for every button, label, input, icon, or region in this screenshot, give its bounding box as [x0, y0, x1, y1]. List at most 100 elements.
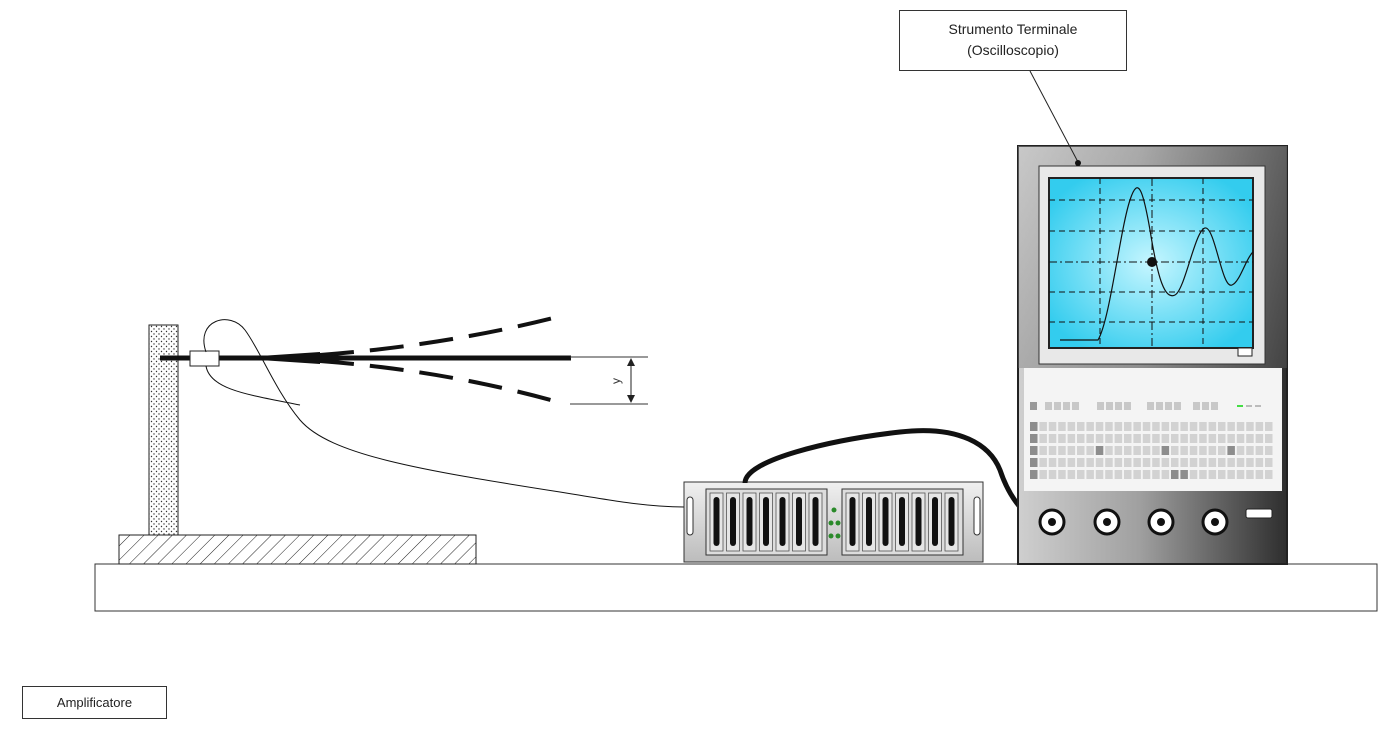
panel-key — [1030, 402, 1037, 410]
amplifier-slot — [915, 497, 922, 546]
panel-key — [1152, 470, 1160, 479]
sensor-wire — [203, 319, 685, 508]
panel-key — [1077, 446, 1085, 455]
panel-key — [1199, 434, 1207, 443]
panel-key — [1165, 402, 1172, 410]
panel-key — [1067, 470, 1076, 479]
oscilloscope-label: Strumento Terminale (Oscilloscopio) — [899, 10, 1127, 71]
panel-key — [1171, 458, 1179, 467]
panel-key — [1039, 458, 1047, 467]
panel-key — [1095, 458, 1104, 467]
panel-key — [1218, 434, 1226, 443]
control-panel — [1030, 402, 1273, 479]
panel-key — [1048, 422, 1057, 431]
panel-key — [1161, 422, 1170, 431]
amplifier-slot — [796, 497, 802, 546]
amplifier-slot — [932, 497, 938, 546]
panel-key — [1255, 446, 1264, 455]
panel-key — [1171, 422, 1179, 431]
panel-key — [1199, 470, 1207, 479]
panel-key — [1174, 402, 1181, 410]
arrow-head-down-icon — [627, 395, 635, 403]
indicator-light — [1237, 405, 1243, 407]
panel-key — [1171, 434, 1179, 443]
panel-key — [1142, 458, 1151, 467]
panel-key — [1199, 446, 1207, 455]
indicator-light — [1255, 405, 1261, 407]
panel-key — [1208, 422, 1217, 431]
panel-key — [1048, 434, 1057, 443]
panel-key — [1189, 422, 1198, 431]
panel-key — [1048, 446, 1057, 455]
sensor-wire-return — [205, 365, 301, 406]
panel-key — [1246, 422, 1254, 431]
panel-key — [1246, 458, 1254, 467]
panel-key — [1152, 446, 1160, 455]
panel-key — [1227, 458, 1235, 467]
panel-key — [1124, 446, 1132, 455]
panel-key — [1161, 458, 1170, 467]
label-leader — [1029, 70, 1079, 163]
screen-grid — [1049, 178, 1253, 348]
panel-key — [1133, 434, 1141, 443]
panel-key — [1227, 470, 1235, 479]
amplifier-slot — [948, 497, 955, 546]
panel-key — [1180, 422, 1188, 431]
oscilloscope-label-line1: Strumento Terminale — [948, 21, 1078, 37]
panel-key — [1115, 402, 1122, 410]
panel-key — [1265, 434, 1273, 443]
beam-taper — [260, 352, 320, 364]
panel-key — [1105, 422, 1113, 431]
panel-key — [1156, 402, 1163, 410]
panel-key — [1054, 402, 1061, 410]
panel-key — [1255, 422, 1264, 431]
panel-key — [1227, 422, 1235, 431]
signal-cable — [742, 428, 1053, 528]
waveform-trace — [1060, 187, 1254, 341]
panel-key — [1218, 422, 1226, 431]
panel-key — [1133, 446, 1141, 455]
panel-key — [1161, 470, 1170, 479]
panel-key — [1208, 446, 1217, 455]
panel-key — [1063, 402, 1070, 410]
panel-key — [1189, 434, 1198, 443]
amplifier-slot — [899, 497, 905, 546]
panel-key — [1030, 458, 1038, 467]
panel-key — [1199, 458, 1207, 467]
panel-key — [1124, 422, 1132, 431]
panel-key — [1227, 446, 1235, 455]
panel-key — [1058, 434, 1066, 443]
panel-key — [1086, 434, 1094, 443]
panel-key — [1086, 422, 1094, 431]
panel-key — [1124, 470, 1132, 479]
panel-key — [1142, 446, 1151, 455]
power-switch-icon — [1245, 508, 1273, 519]
panel-key — [1208, 470, 1217, 479]
panel-key — [1077, 458, 1085, 467]
panel-key — [1039, 470, 1047, 479]
panel-key — [1180, 434, 1188, 443]
panel-key — [1039, 446, 1047, 455]
panel-key — [1208, 434, 1217, 443]
panel-key — [1114, 434, 1123, 443]
panel-key — [1218, 446, 1226, 455]
panel-key — [1067, 446, 1076, 455]
panel-key — [1189, 458, 1198, 467]
panel-key — [1077, 434, 1085, 443]
panel-key — [1255, 458, 1264, 467]
panel-key — [1147, 402, 1154, 410]
panel-key — [1067, 434, 1076, 443]
panel-key — [1045, 402, 1052, 410]
panel-key — [1180, 470, 1188, 479]
screen-center-dot — [1147, 257, 1157, 267]
panel-key — [1072, 402, 1079, 410]
panel-key — [1030, 422, 1038, 431]
panel-key — [1142, 470, 1151, 479]
panel-key — [1086, 458, 1094, 467]
amplifier-slot — [763, 497, 769, 546]
panel-key — [1105, 458, 1113, 467]
panel-key — [1086, 446, 1094, 455]
panel-key — [1067, 458, 1076, 467]
panel-key — [1095, 470, 1104, 479]
